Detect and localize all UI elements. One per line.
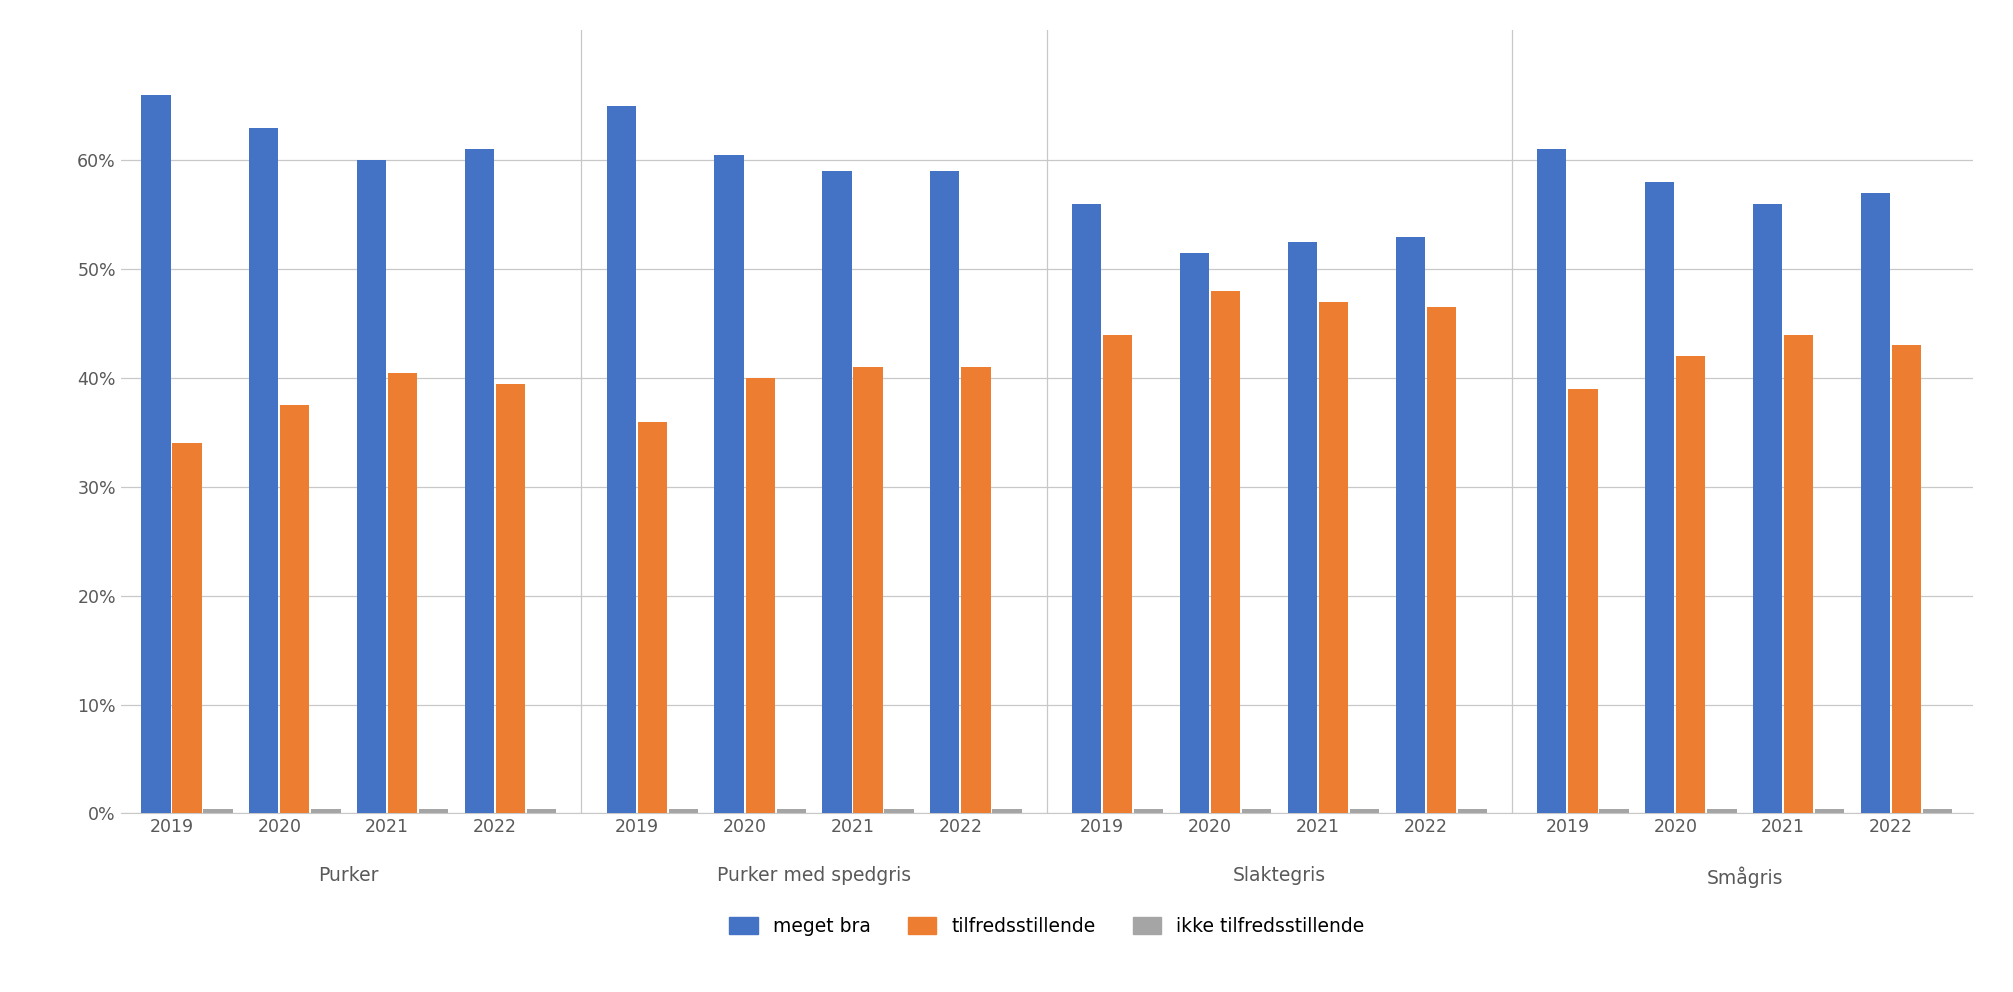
Bar xyxy=(203,809,234,813)
Bar xyxy=(1600,809,1629,813)
Bar xyxy=(1568,389,1598,813)
Text: Slaktegris: Slaktegris xyxy=(1232,866,1327,885)
Bar xyxy=(1103,334,1131,813)
Bar xyxy=(606,106,636,813)
Bar xyxy=(1645,183,1675,813)
Bar xyxy=(1288,242,1317,813)
Bar xyxy=(884,809,914,813)
Bar xyxy=(1071,204,1101,813)
Bar xyxy=(173,443,201,813)
Bar xyxy=(389,373,417,813)
Bar xyxy=(1242,809,1270,813)
Bar xyxy=(1784,334,1814,813)
Bar xyxy=(638,422,666,813)
Text: Smågris: Smågris xyxy=(1707,866,1784,888)
Bar xyxy=(930,172,960,813)
Bar xyxy=(250,128,278,813)
Bar xyxy=(1319,302,1349,813)
Bar xyxy=(1538,150,1566,813)
Bar xyxy=(715,155,743,813)
Bar xyxy=(280,406,310,813)
Bar xyxy=(1395,236,1425,813)
Text: Purker med spedgris: Purker med spedgris xyxy=(717,866,912,885)
Bar xyxy=(1753,204,1782,813)
Bar xyxy=(745,378,775,813)
Bar xyxy=(1707,809,1737,813)
Bar xyxy=(992,809,1023,813)
Bar xyxy=(1180,253,1210,813)
Bar xyxy=(1816,809,1844,813)
Bar xyxy=(823,172,851,813)
Bar xyxy=(495,384,525,813)
Bar xyxy=(1457,809,1488,813)
Bar xyxy=(854,367,882,813)
Bar xyxy=(777,809,805,813)
Bar xyxy=(1892,345,1920,813)
Bar xyxy=(962,367,990,813)
Bar xyxy=(1677,356,1705,813)
Bar xyxy=(1133,809,1164,813)
Text: Purker: Purker xyxy=(318,866,378,885)
Bar xyxy=(312,809,340,813)
Bar xyxy=(1860,193,1890,813)
Bar xyxy=(527,809,556,813)
Bar xyxy=(356,161,386,813)
Bar xyxy=(141,95,171,813)
Legend: meget bra, tilfredsstillende, ikke tilfredsstillende: meget bra, tilfredsstillende, ikke tilfr… xyxy=(721,908,1373,945)
Bar xyxy=(668,809,699,813)
Bar xyxy=(1922,809,1953,813)
Bar xyxy=(1427,308,1455,813)
Bar xyxy=(419,809,449,813)
Bar xyxy=(465,150,493,813)
Bar xyxy=(1212,291,1240,813)
Bar xyxy=(1351,809,1379,813)
